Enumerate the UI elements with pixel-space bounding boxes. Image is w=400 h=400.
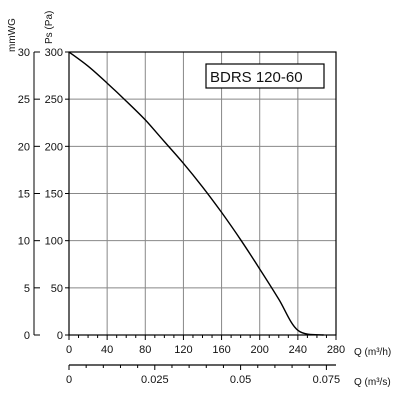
- x-axis-m3s-label: Q (m³/s): [354, 377, 391, 388]
- fan-curve-line: [68, 51, 324, 336]
- y-tick-label: 100: [45, 236, 63, 248]
- y-tick-label: 50: [51, 283, 63, 295]
- x-tick-label: 160: [212, 344, 230, 356]
- y2-tick-label: 25: [18, 94, 30, 106]
- y-axis-mmwg-ticks: 0 5 10 15 20 25 30: [18, 47, 40, 342]
- x-tick-label: 200: [251, 344, 269, 356]
- grid: [68, 51, 337, 336]
- plot-frame: [68, 51, 337, 336]
- x-tick-label: 80: [139, 344, 151, 356]
- x2-tick-label: 0.075: [313, 374, 341, 386]
- y-tick-label: 250: [45, 94, 63, 106]
- x-tick-label: 0: [66, 344, 72, 356]
- y-tick-label: 150: [45, 189, 63, 201]
- y-tick-label: 200: [45, 141, 63, 153]
- x-axis-m3h-ticks: 0 40 80 120 160 200 240 280: [66, 335, 345, 356]
- y2-tick-label: 30: [18, 47, 30, 59]
- x-tick-label: 120: [174, 344, 192, 356]
- x2-tick-label: 0.05: [230, 374, 251, 386]
- x2-tick-label: 0: [66, 374, 72, 386]
- y-axis-mmwg-label: mmWG: [7, 18, 18, 52]
- y2-tick-label: 10: [18, 236, 30, 248]
- model-label: BDRS 120-60: [210, 69, 303, 86]
- x-axis-m3h-label: Q (m³/h): [354, 347, 391, 358]
- y-tick-label: 0: [57, 330, 63, 342]
- x-tick-label: 240: [289, 344, 307, 356]
- model-label-box: [205, 63, 325, 89]
- x-axis-m3s: 0 0.025 0.05 0.075: [66, 364, 341, 386]
- y2-tick-label: 0: [24, 330, 30, 342]
- y-axis-pa-ticks: 0 50 100 150 200 250 300: [45, 47, 69, 342]
- y2-tick-label: 5: [24, 283, 30, 295]
- y2-tick-label: 15: [18, 189, 30, 201]
- x2-tick-label: 0.025: [141, 374, 169, 386]
- y-axis-pa-label: Ps (Pa): [44, 11, 55, 44]
- x-tick-label: 280: [327, 344, 345, 356]
- y-tick-label: 300: [45, 47, 63, 59]
- y2-tick-label: 20: [18, 141, 30, 153]
- x-tick-label: 40: [101, 344, 113, 356]
